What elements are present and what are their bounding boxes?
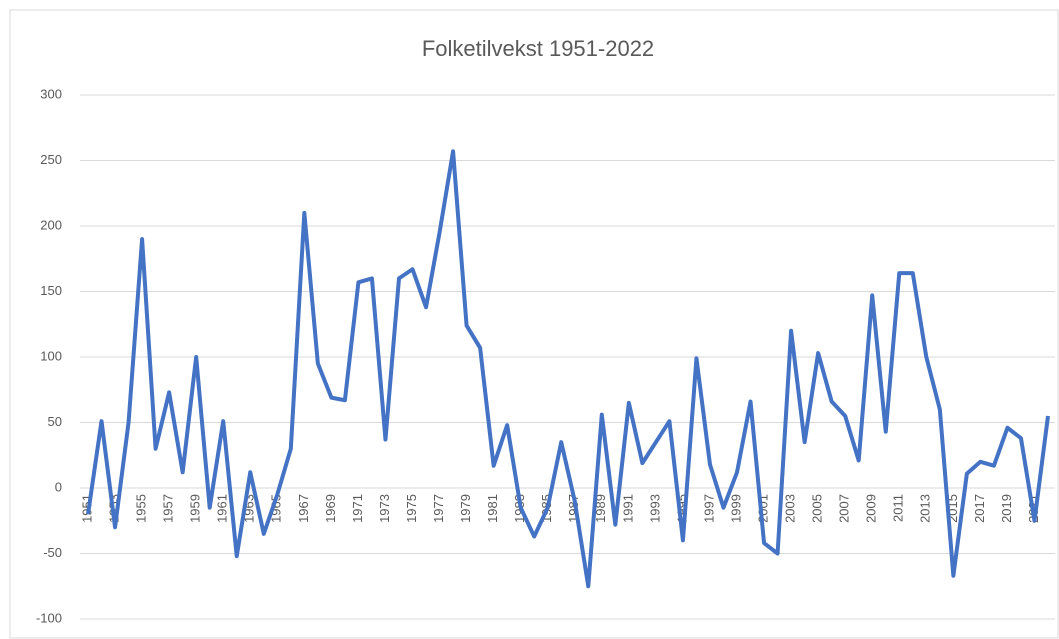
y-tick-label: -50 [43, 545, 62, 560]
x-tick-label: 1955 [134, 494, 149, 523]
x-tick-label: 2011 [891, 494, 906, 522]
x-tick-label: 1957 [161, 494, 176, 523]
x-tick-label: 1965 [269, 494, 284, 523]
x-tick-label: 2007 [837, 494, 852, 523]
y-tick-label: 50 [48, 414, 62, 429]
x-tick-label: 2013 [918, 494, 933, 523]
x-tick-label: 1971 [350, 494, 365, 523]
x-tick-label: 2019 [999, 494, 1014, 523]
y-tick-label: -100 [36, 610, 62, 625]
x-tick-label: 1961 [215, 494, 230, 523]
x-tick-label: 1975 [404, 494, 419, 523]
x-tick-label: 1959 [188, 494, 203, 523]
data-line [86, 149, 1050, 589]
x-tick-label: 1993 [647, 494, 662, 523]
x-tick-label: 1977 [431, 494, 446, 523]
x-tick-label: 1973 [377, 494, 392, 523]
x-tick-label: 1981 [485, 494, 500, 523]
x-tick-label: 1997 [701, 494, 716, 523]
y-tick-label: 200 [40, 217, 62, 232]
y-tick-label: 100 [40, 348, 62, 363]
x-tick-label: 2017 [972, 494, 987, 523]
y-tick-label: 250 [40, 152, 62, 167]
x-tick-label: 1979 [458, 494, 473, 523]
x-tick-label: 1967 [296, 494, 311, 523]
x-tick-label: 1991 [620, 494, 635, 523]
y-tick-label: 150 [40, 283, 62, 298]
x-tick-label: 2009 [864, 494, 879, 523]
x-tick-label: 1969 [323, 494, 338, 523]
x-tick-label: 1999 [728, 494, 743, 523]
x-tick-label: 2003 [783, 494, 798, 523]
x-tick-label: 1989 [593, 494, 608, 523]
chart-title: Folketilvekst 1951-2022 [422, 36, 654, 61]
x-tick-label: 2005 [810, 494, 825, 523]
y-tick-label: 300 [40, 86, 62, 101]
chart-border [9, 9, 1059, 639]
y-tick-label: 0 [55, 479, 62, 494]
